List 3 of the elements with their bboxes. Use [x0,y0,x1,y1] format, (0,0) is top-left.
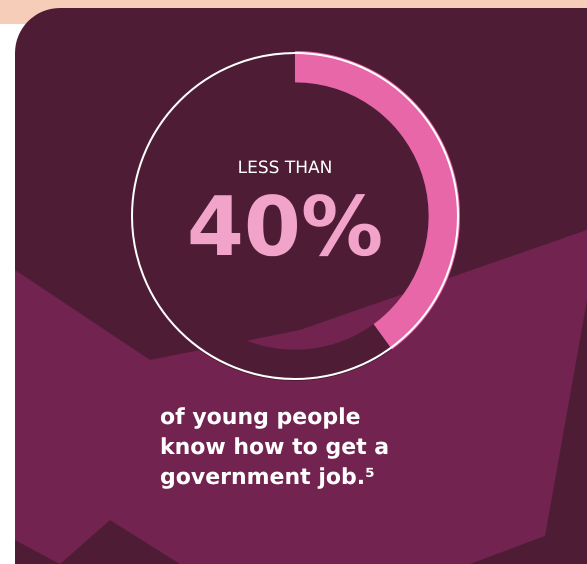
text: of young people know how to get a government job.⁵ [160,404,390,492]
text: LESS THAN [236,158,334,178]
text: 40% [186,180,384,275]
